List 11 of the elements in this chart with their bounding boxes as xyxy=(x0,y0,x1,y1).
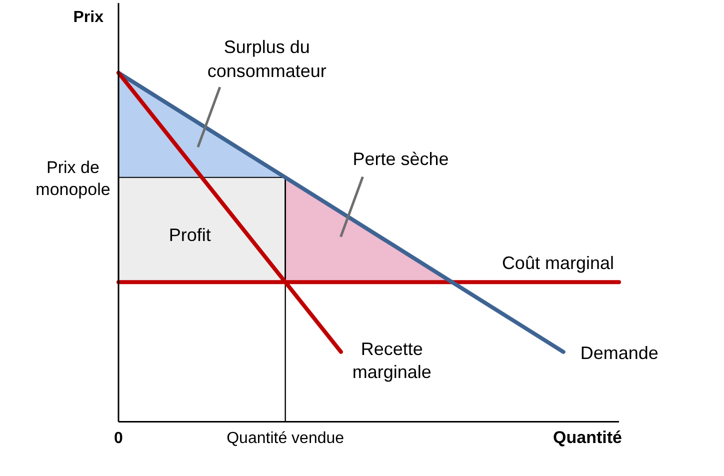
x-tick-label: 0 xyxy=(114,430,124,447)
x-tick-label: Quantité vendue xyxy=(226,430,344,447)
x-axis-title: Quantité xyxy=(553,428,622,447)
text: Perte sèche xyxy=(352,148,449,169)
series-label: Recette marginale xyxy=(352,338,432,382)
series-label: Coût marginal xyxy=(502,253,614,274)
text: Prix de monopole xyxy=(36,158,110,199)
series-label: Profit xyxy=(168,224,211,245)
series-label: Demande xyxy=(580,342,658,363)
text: Surplus du consommateur xyxy=(207,37,326,82)
y-axis-title: Prix xyxy=(73,9,104,26)
